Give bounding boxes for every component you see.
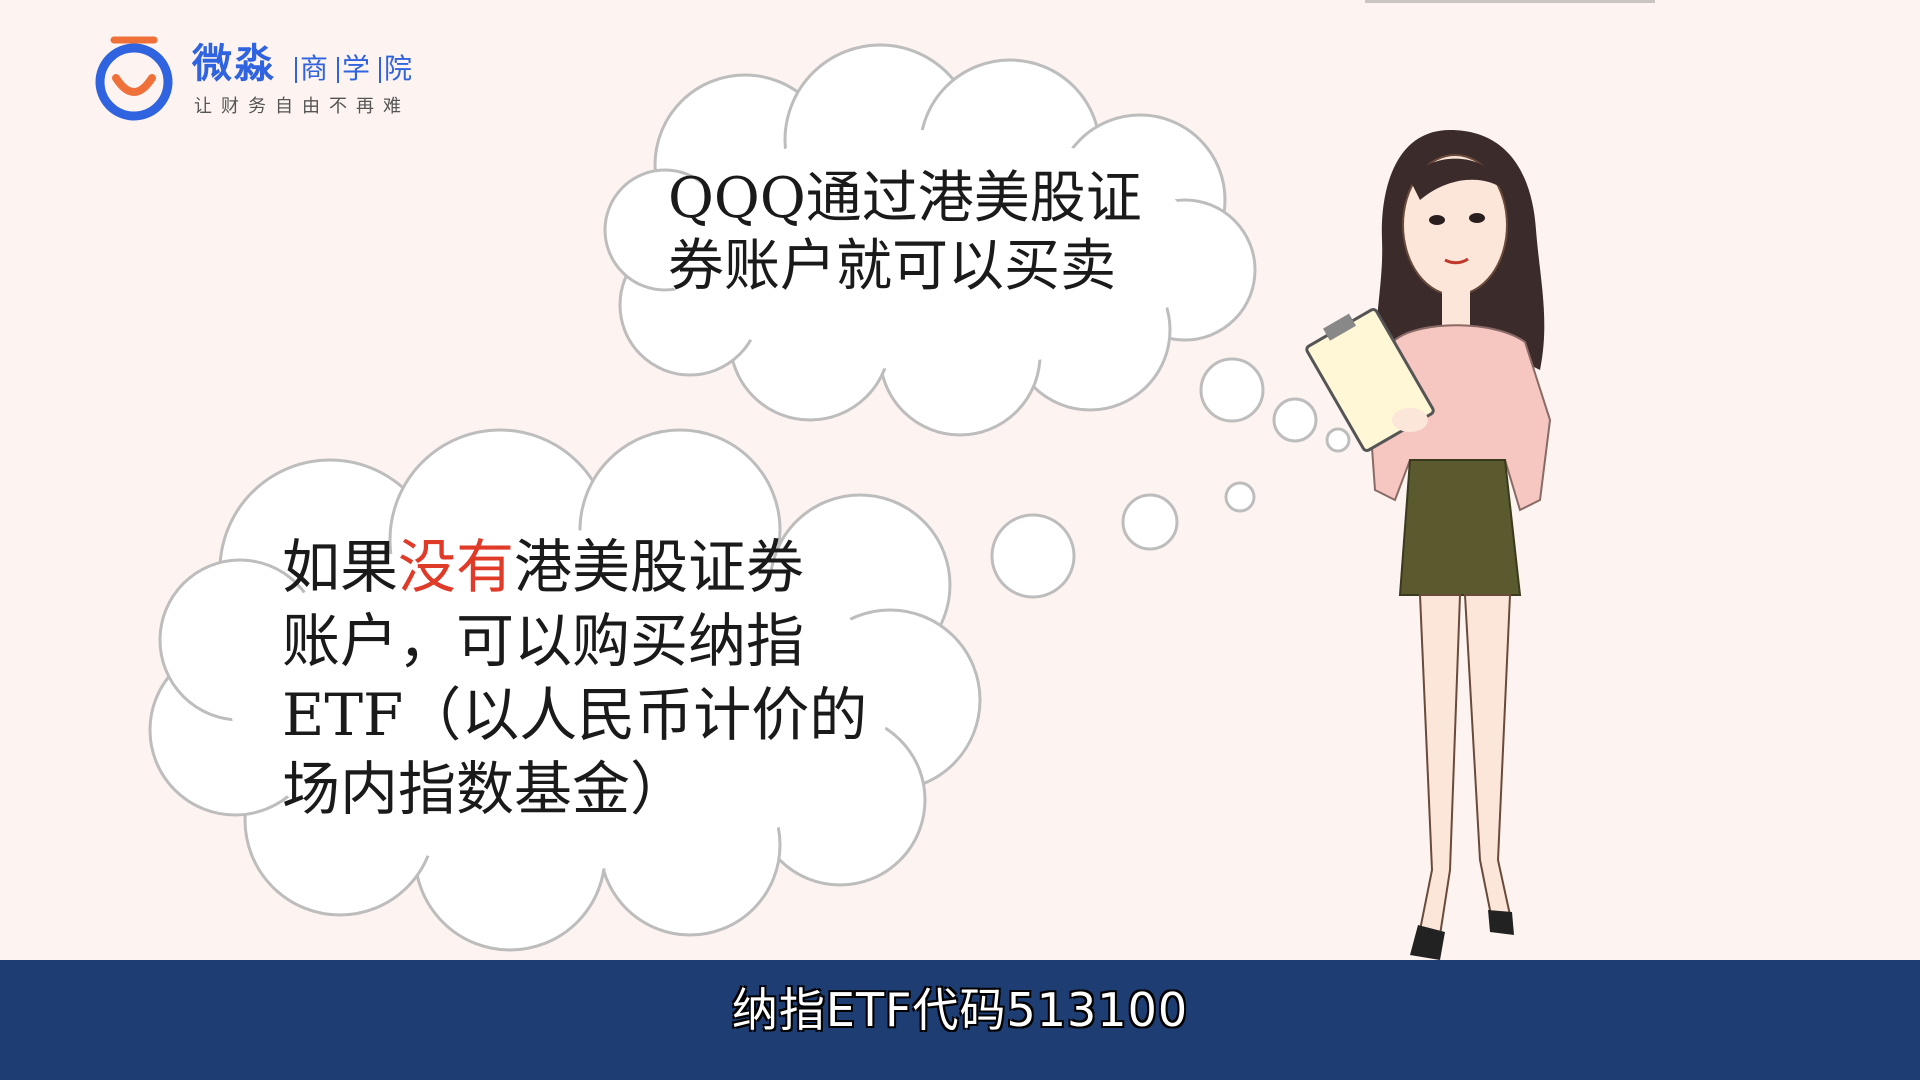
thought-cloud-bottom [148,428,982,952]
logo-slogan: 让财务自由不再难 [194,96,410,117]
caption-bar [0,960,1920,1080]
subtitle-caption: 纳指ETF代码513100 [731,983,1189,1037]
thought-line: 场内指数基金） [282,755,689,823]
thought-dots [990,357,1351,599]
top-edge-strip [1365,0,1655,3]
thought-text-bottom: 如果没有港美股证券 账户，可以购买纳指 ETF（以人民币计价的 场内指数基金） [282,530,922,826]
highlight-text: 没有 [398,533,515,601]
logo-school: 商学院 [292,52,418,86]
text-segment: 港美股证券 [514,533,805,601]
logo-school-char: 商 [300,52,335,85]
thought-text-top: QQQ通过港美股证 券账户就可以买卖 [668,165,1188,301]
brand-logo: 微淼 商学院 让财务自由不再难 [92,34,452,124]
logo-school-char: 院 [384,52,419,85]
presenter-illustration [1305,130,1552,960]
logo-separator [337,57,340,83]
thought-line: 如果没有港美股证券 [282,530,922,604]
thought-line: QQQ通过港美股证 [668,166,1142,231]
thought-line: ETF（以人民币计价的 [282,681,868,749]
thought-line: 券账户就可以买卖 [668,234,1116,299]
logo-separator [379,57,382,83]
logo-name: 微淼 [192,41,276,87]
logo-separator [295,57,297,83]
logo-school-char: 学 [342,52,377,85]
smile-logo-icon [95,36,173,121]
thought-line: 账户，可以购买纳指 [282,607,805,675]
text-segment: 如果 [282,533,399,601]
thought-cloud-top [603,43,1257,437]
